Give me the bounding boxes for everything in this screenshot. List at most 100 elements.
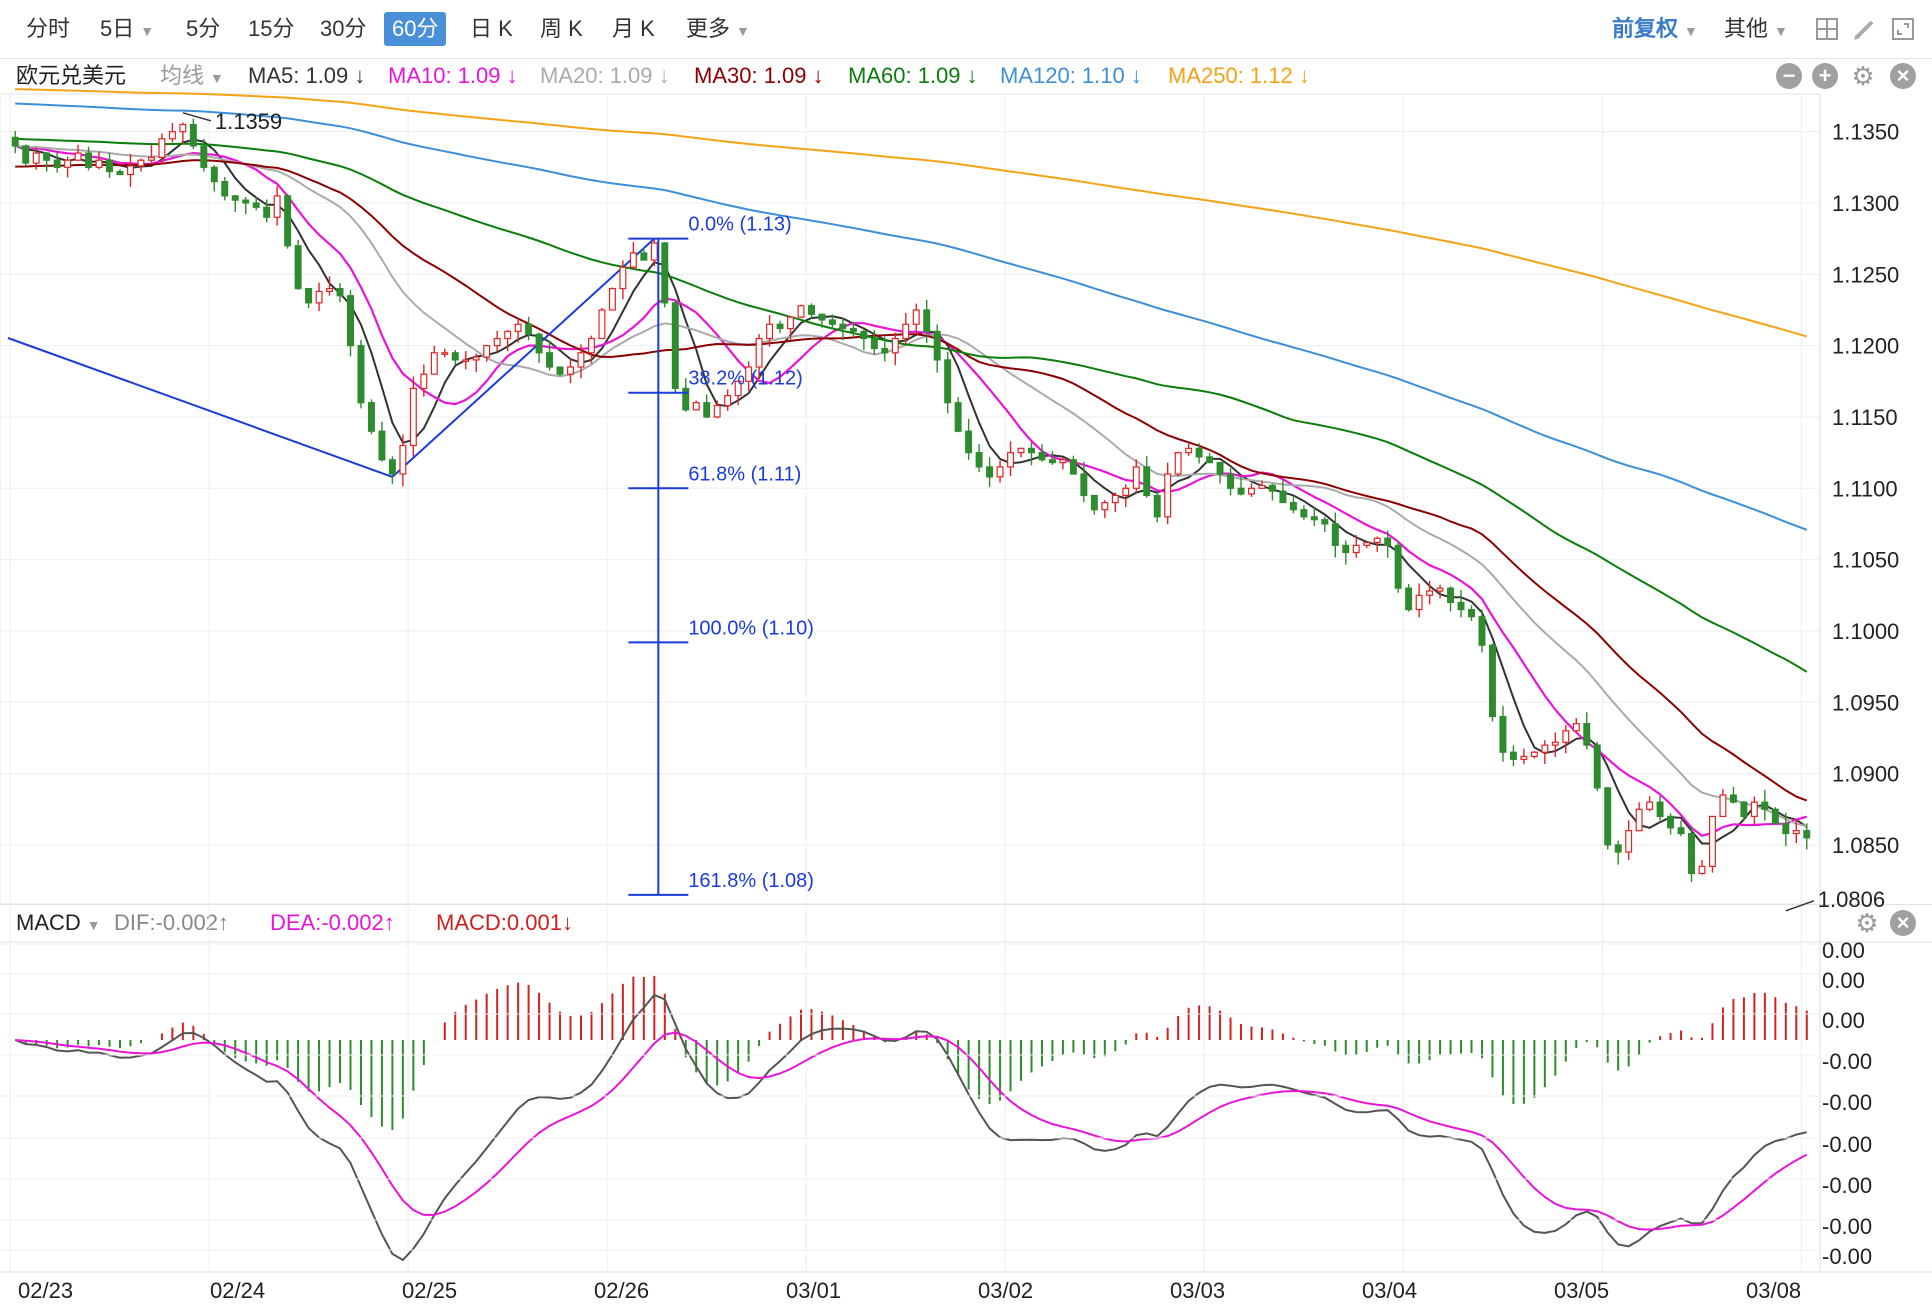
date-tick-label: 03/01: [786, 1278, 841, 1303]
candle-body: [650, 242, 658, 261]
candle-body: [1384, 537, 1392, 546]
zoom-in-icon[interactable]: +: [1812, 63, 1838, 89]
macd-dea-label: DEA:-0.002↑: [270, 910, 395, 935]
candle-body: [525, 323, 533, 335]
macd-close-icon[interactable]: ×: [1890, 910, 1916, 936]
candle-body: [1447, 587, 1455, 604]
candle-body: [85, 152, 93, 168]
ma-legend-item-1: MA10: 1.09 ↓: [388, 63, 518, 88]
ma-line-250: [15, 88, 1808, 338]
macd-settings-gear-icon[interactable]: ⚙: [1855, 908, 1879, 938]
candle-body: [640, 252, 648, 261]
candle-body: [1583, 723, 1591, 746]
chevron-down-icon: ▼: [1684, 23, 1698, 39]
period-tab-7[interactable]: 周 K: [532, 12, 591, 46]
candle-body: [619, 266, 627, 290]
candle-body: [944, 359, 952, 404]
candle-body: [493, 337, 501, 347]
date-tick-label: 03/03: [1170, 1278, 1225, 1303]
candle-body: [1719, 794, 1727, 818]
candle-body: [242, 199, 250, 204]
macd-panel: [0, 941, 1932, 1262]
candle-body: [336, 287, 344, 297]
candle-body: [127, 165, 134, 176]
ma-line-20: [15, 144, 1808, 828]
period-tab-3[interactable]: 15分: [240, 12, 302, 46]
period-tab-4[interactable]: 30分: [312, 12, 374, 46]
period-tab-9[interactable]: 更多 ▼: [678, 12, 758, 46]
period-tab-6[interactable]: 日 K: [462, 12, 521, 46]
adjust-select[interactable]: 前复权 ▼: [1604, 12, 1706, 46]
macd-indicator-select[interactable]: MACD ▼: [16, 905, 101, 943]
candle-body: [755, 337, 763, 368]
close-icon[interactable]: ×: [1890, 63, 1916, 89]
candle-body: [807, 305, 815, 315]
candle-body: [305, 287, 313, 304]
candle-body: [1017, 447, 1025, 454]
candle-body: [776, 323, 784, 330]
candle-body: [860, 330, 868, 340]
fib-level-label: 0.0% (1.13): [688, 214, 791, 236]
candle-body: [1153, 494, 1161, 518]
candle-body: [912, 309, 920, 325]
candle-body: [388, 459, 396, 475]
ma-legend-item-4: MA60: 1.09 ↓: [848, 63, 978, 88]
candle-body: [158, 138, 166, 158]
price-tick-label: 1.0900: [1832, 762, 1899, 787]
candle-body: [1782, 822, 1790, 835]
period-tab-label: 月 K: [612, 16, 655, 41]
candle-body: [483, 345, 491, 358]
candle-body: [430, 352, 438, 375]
zoom-out-icon[interactable]: −: [1776, 63, 1802, 89]
candle-body: [1426, 590, 1434, 596]
date-tick-label: 02/24: [210, 1278, 265, 1303]
other-select[interactable]: 其他 ▼: [1716, 12, 1796, 46]
candle-body: [1174, 452, 1182, 475]
draw-pen-icon[interactable]: [1852, 16, 1878, 42]
candle-body: [577, 352, 585, 368]
candle-body: [1038, 452, 1046, 461]
period-tab-5[interactable]: 60分: [384, 12, 447, 46]
candle-body: [472, 356, 480, 361]
trend-line: [391, 237, 655, 478]
macd-dea-line: [15, 1031, 1808, 1231]
price-tick-label: 1.1250: [1832, 262, 1899, 287]
period-tab-label: 更多: [686, 16, 731, 41]
candle-body: [1415, 594, 1423, 611]
candle-body: [514, 323, 522, 332]
candle-body: [1310, 516, 1318, 521]
ma-line-5: [14, 138, 1808, 845]
ma-select[interactable]: 均线 ▼: [160, 58, 224, 96]
period-tab-8[interactable]: 月 K: [604, 12, 663, 46]
date-axis: 02/23 02/24 02/25 02/26 03/01 03/02 03/03 03/04…: [0, 1271, 1932, 1303]
layout-grid-icon[interactable]: [1814, 16, 1840, 42]
settings-gear-icon[interactable]: ⚙: [1851, 61, 1875, 91]
ma-legend: 欧元兑美元 均线 ▼ MA5: 1.09 ↓ MA10: 1.09 ↓ MA20: 1…: [0, 58, 1932, 94]
candle-body: [661, 242, 669, 304]
fullscreen-icon[interactable]: [1890, 16, 1916, 42]
candle-body: [1289, 501, 1297, 511]
candle-body: [1216, 462, 1224, 475]
fib-level-label: 100.0% (1.10): [688, 617, 814, 639]
high-arrow: [182, 112, 212, 122]
candle-body: [367, 402, 375, 432]
candle-body: [1604, 787, 1612, 846]
candle-body: [1342, 544, 1350, 554]
price-tick-label: 1.1050: [1832, 548, 1899, 573]
candle-body: [1028, 447, 1035, 454]
candle-body: [1405, 587, 1413, 611]
price-grid: [0, 93, 1821, 1272]
candle-body: [1059, 459, 1067, 464]
macd-tick-label: 0.00: [1822, 968, 1865, 993]
macd-tick-label: 0.00: [1822, 1008, 1865, 1033]
candle-body: [818, 313, 826, 321]
period-tab-1[interactable]: 5日 ▼: [92, 12, 162, 46]
candle-body: [1729, 794, 1737, 803]
candle-body: [1321, 519, 1329, 525]
candle-body: [1667, 815, 1675, 829]
period-tab-0[interactable]: 分时: [18, 12, 78, 46]
period-tab-2[interactable]: 5分: [178, 12, 228, 46]
candle-body: [1195, 447, 1203, 458]
fib-level-label: 38.2% (1.12): [688, 368, 803, 390]
